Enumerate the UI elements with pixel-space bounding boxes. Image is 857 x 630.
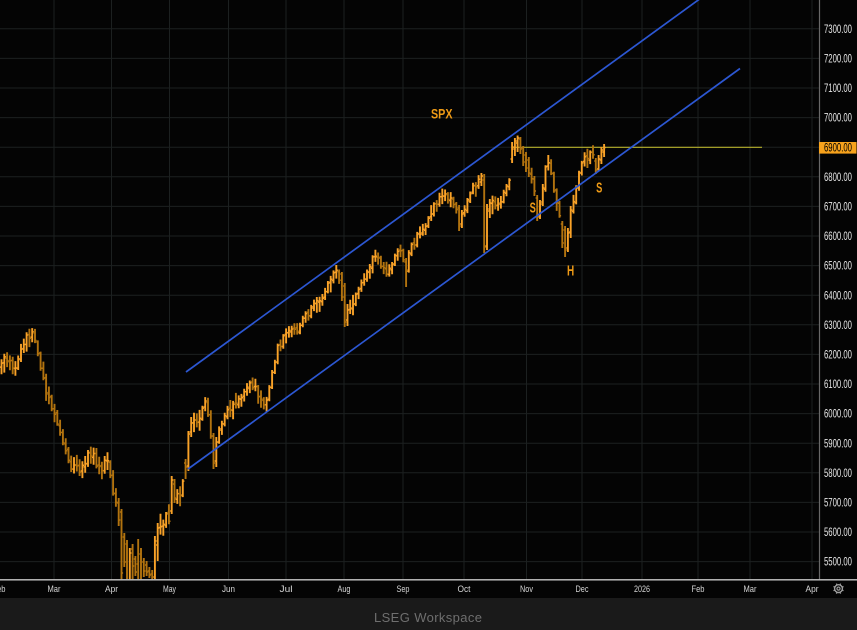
svg-text:Aug: Aug [338,584,351,595]
svg-text:5500.00: 5500.00 [824,557,852,569]
svg-text:Sep: Sep [397,584,410,595]
svg-text:May: May [163,584,176,595]
svg-text:6100.00: 6100.00 [824,379,852,391]
svg-text:6800.00: 6800.00 [824,172,852,184]
svg-text:Nov: Nov [520,584,533,595]
svg-text:SPX: SPX [431,106,453,122]
svg-text:6600.00: 6600.00 [824,231,852,243]
svg-text:Mar: Mar [744,584,757,595]
svg-text:5800.00: 5800.00 [824,468,852,480]
svg-text:7300.00: 7300.00 [824,24,852,36]
svg-text:2026: 2026 [634,584,650,595]
svg-text:5600.00: 5600.00 [824,527,852,539]
svg-text:7100.00: 7100.00 [824,83,852,95]
svg-text:Apr: Apr [806,584,819,595]
svg-text:6400.00: 6400.00 [824,290,852,302]
svg-text:5900.00: 5900.00 [824,438,852,450]
svg-text:Jul: Jul [280,584,293,595]
svg-text:Feb: Feb [0,584,6,595]
svg-text:Apr: Apr [105,584,118,595]
svg-text:6000.00: 6000.00 [824,409,852,421]
svg-text:7200.00: 7200.00 [824,54,852,66]
svg-text:Dec: Dec [576,584,589,595]
svg-text:6900.00: 6900.00 [824,142,852,154]
svg-text:6700.00: 6700.00 [824,202,852,214]
svg-text:Mar: Mar [48,584,61,595]
svg-text:6500.00: 6500.00 [824,261,852,273]
svg-text:S: S [596,179,602,196]
svg-text:6300.00: 6300.00 [824,320,852,332]
svg-text:6200.00: 6200.00 [824,350,852,362]
svg-text:H: H [567,263,574,280]
svg-text:S: S [530,199,536,216]
svg-text:LSEG Workspace: LSEG Workspace [374,610,482,625]
svg-text:Jun: Jun [222,584,235,595]
svg-text:Feb: Feb [692,584,705,595]
svg-text:Oct: Oct [458,584,471,595]
svg-text:7000.00: 7000.00 [824,113,852,125]
svg-text:5700.00: 5700.00 [824,498,852,510]
